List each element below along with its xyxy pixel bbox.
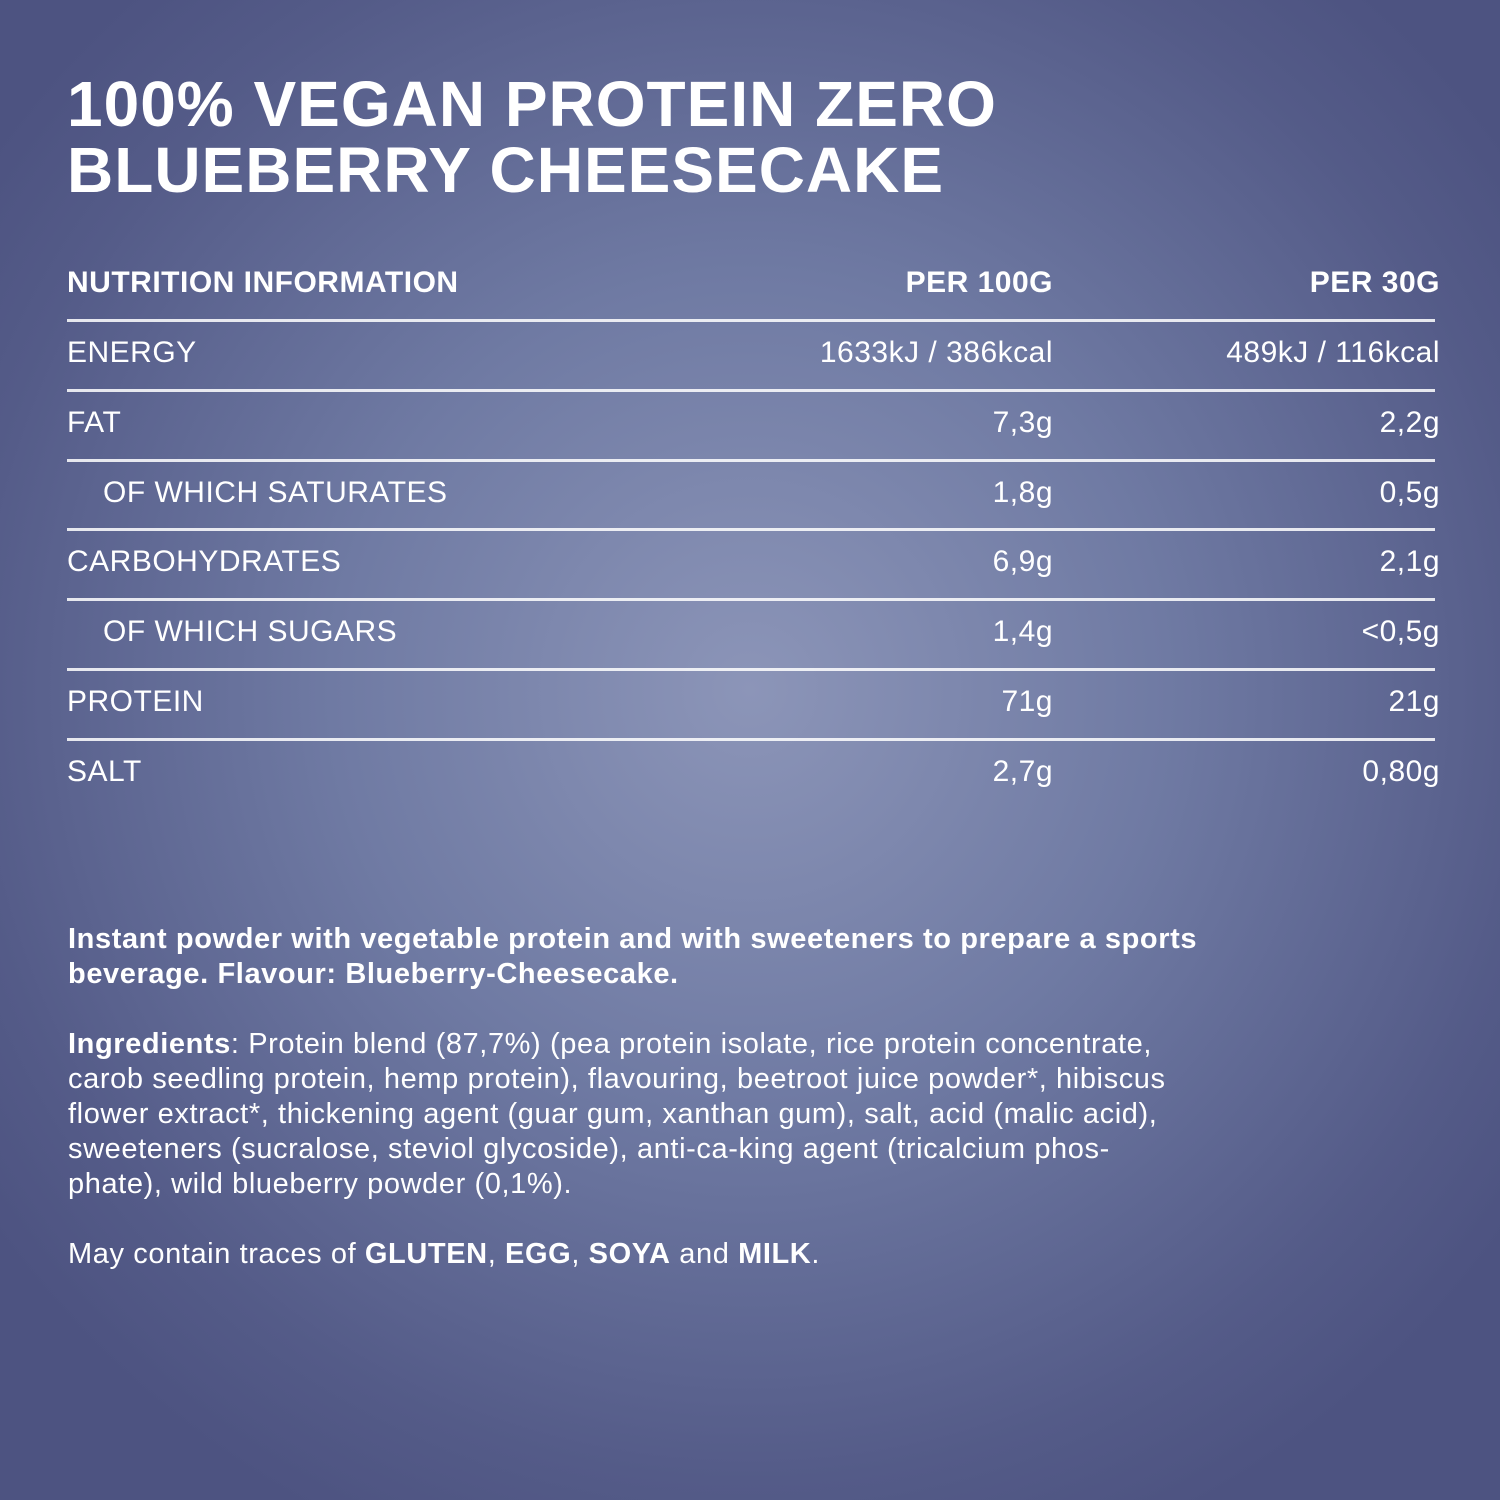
allergen-segment: . bbox=[811, 1238, 821, 1270]
per-30g-value: 0,80g bbox=[1362, 754, 1440, 788]
row-divider bbox=[67, 737, 1435, 741]
ingredients-text: phate), wild blueberry powder (0,1%). bbox=[68, 1168, 573, 1200]
per-30g-value: 2,1g bbox=[1379, 545, 1440, 579]
row-divider bbox=[67, 528, 1435, 532]
nutrient-name: CARBOHYDRATES bbox=[67, 545, 342, 579]
nutrient-name: FAT bbox=[67, 405, 122, 439]
ingredients-line: carob seedling protein, hemp protein), f… bbox=[68, 1065, 1166, 1094]
ingredients-line: Ingredients: Protein blend (87,7%) (pea … bbox=[68, 1030, 1152, 1059]
per-100g-value: 71g bbox=[1001, 685, 1053, 718]
per-100g-value: 1633kJ / 386kcal bbox=[819, 336, 1053, 369]
allergen-segment: GLUTEN bbox=[364, 1238, 488, 1270]
allergens: May contain traces of GLUTEN, EGG, SOYA … bbox=[68, 1240, 820, 1269]
nutrient-name: OF WHICH SATURATES bbox=[103, 475, 448, 509]
nutrient-name: SALT bbox=[67, 754, 142, 788]
ingredients-text: carob seedling protein, hemp protein), f… bbox=[68, 1063, 1166, 1095]
row-divider bbox=[67, 668, 1435, 671]
table-header: PER 30G bbox=[1309, 266, 1440, 299]
per-100g-value: 2,7g bbox=[992, 754, 1053, 788]
allergen-segment: SOYA bbox=[588, 1238, 671, 1270]
ingredients-line: phate), wild blueberry powder (0,1%). bbox=[68, 1170, 572, 1199]
title-line: 100% VEGAN PROTEIN ZERO bbox=[67, 68, 997, 140]
per-100g-value: 6,9g bbox=[992, 545, 1053, 579]
table-header: PER 100G bbox=[905, 266, 1053, 299]
description-line: beverage. Flavour: Blueberry-Cheesecake. bbox=[68, 958, 679, 990]
allergen-segment: May contain traces of bbox=[68, 1238, 365, 1270]
per-30g-value: 489kJ / 116kcal bbox=[1226, 336, 1440, 369]
ingredients-text: : Protein blend (87,7%) (pea protein iso… bbox=[230, 1028, 1153, 1060]
ingredients-text: sweeteners (sucralose, steviol glycoside… bbox=[68, 1133, 1110, 1165]
per-100g-value: 1,4g bbox=[992, 615, 1053, 649]
per-30g-value: 0,5g bbox=[1379, 475, 1440, 509]
ingredients-line: flower extract*, thickening agent (guar … bbox=[68, 1100, 1157, 1129]
row-divider bbox=[67, 319, 1435, 322]
allergen-segment: , bbox=[487, 1238, 506, 1270]
per-100g-value: 7,3g bbox=[992, 405, 1053, 439]
row-divider bbox=[67, 598, 1435, 602]
table-header: NUTRITION INFORMATION bbox=[67, 266, 459, 299]
title-line: BLUEBERRY CHEESECAKE bbox=[67, 134, 945, 206]
per-30g-value: 2,2g bbox=[1379, 405, 1440, 439]
per-30g-value: 21g bbox=[1388, 685, 1440, 718]
allergen-segment: EGG bbox=[505, 1238, 572, 1270]
nutrient-name: OF WHICH SUGARS bbox=[103, 615, 398, 649]
nutrient-name: PROTEIN bbox=[67, 685, 204, 718]
ingredients-line: sweeteners (sucralose, steviol glycoside… bbox=[68, 1135, 1110, 1164]
per-30g-value: <0,5g bbox=[1361, 615, 1440, 649]
row-divider bbox=[67, 388, 1435, 392]
nutrient-name: ENERGY bbox=[67, 336, 197, 369]
allergen-segment: and bbox=[670, 1238, 739, 1270]
row-divider bbox=[67, 458, 1435, 462]
allergen-segment: MILK bbox=[738, 1238, 812, 1270]
ingredients-label: Ingredients bbox=[68, 1028, 231, 1060]
per-100g-value: 1,8g bbox=[992, 475, 1053, 509]
ingredients-text: flower extract*, thickening agent (guar … bbox=[68, 1098, 1158, 1130]
allergen-segment: , bbox=[571, 1238, 589, 1270]
description-line: Instant powder with vegetable protein an… bbox=[68, 923, 1198, 955]
